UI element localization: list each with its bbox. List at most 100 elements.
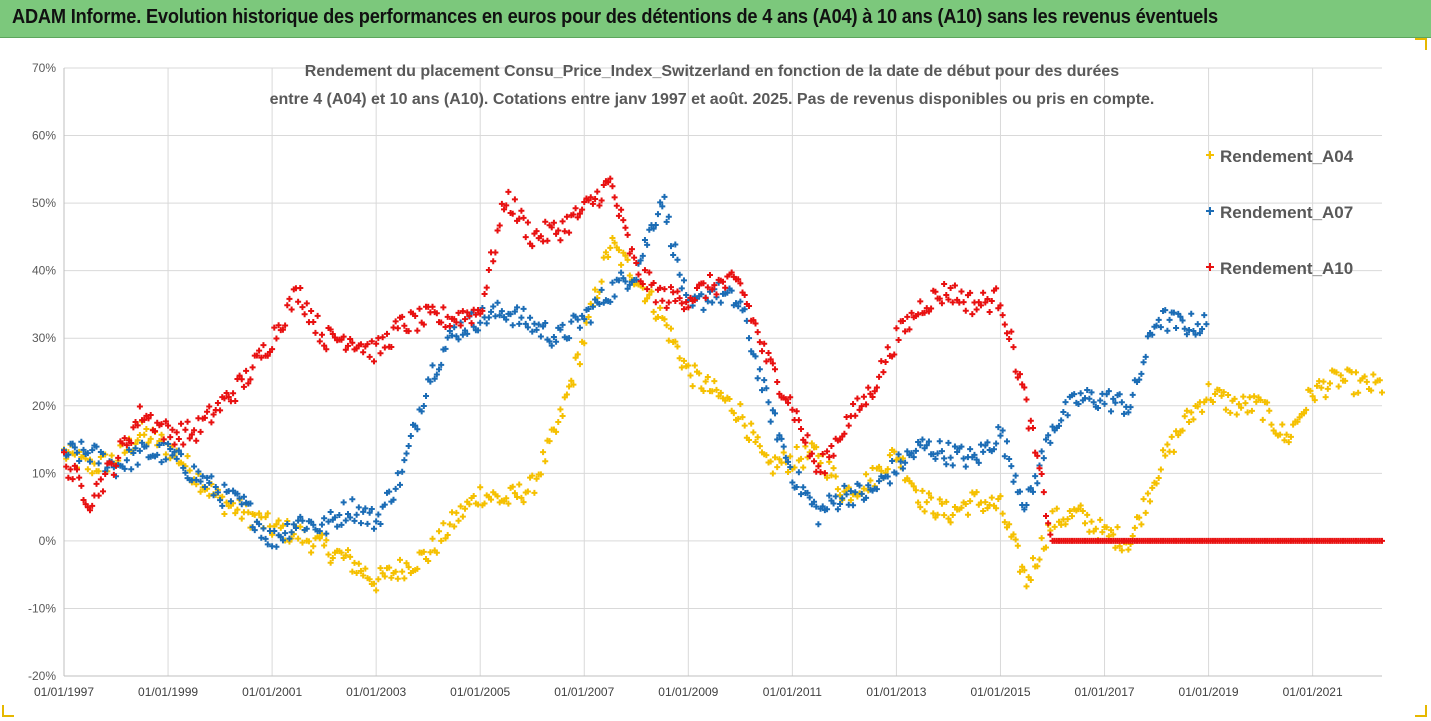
data-point bbox=[180, 464, 187, 471]
data-point bbox=[915, 499, 922, 506]
data-point bbox=[208, 419, 215, 426]
data-point bbox=[310, 521, 317, 528]
data-point bbox=[327, 326, 334, 333]
data-point bbox=[234, 490, 241, 497]
data-point bbox=[136, 403, 143, 410]
data-point bbox=[1142, 509, 1149, 516]
data-point bbox=[626, 250, 633, 257]
data-point bbox=[1157, 466, 1164, 473]
data-point bbox=[925, 438, 932, 445]
data-point bbox=[1140, 496, 1147, 503]
data-point bbox=[544, 237, 551, 244]
data-point bbox=[1088, 518, 1095, 525]
data-point bbox=[1086, 395, 1093, 402]
data-point bbox=[700, 280, 707, 287]
data-point bbox=[860, 485, 867, 492]
data-point bbox=[815, 452, 822, 459]
data-point bbox=[136, 447, 143, 454]
data-point bbox=[498, 308, 505, 315]
data-point bbox=[238, 501, 245, 508]
data-point bbox=[310, 318, 317, 325]
data-point bbox=[663, 304, 670, 311]
x-tick-label: 01/01/2013 bbox=[866, 685, 926, 699]
data-point bbox=[496, 312, 503, 319]
data-point bbox=[470, 493, 477, 500]
data-point bbox=[529, 243, 536, 250]
data-point bbox=[236, 372, 243, 379]
x-tick-label: 01/01/2009 bbox=[658, 685, 718, 699]
data-point bbox=[598, 278, 605, 285]
data-point bbox=[1056, 422, 1062, 429]
data-point bbox=[615, 247, 622, 254]
data-point bbox=[1016, 568, 1023, 575]
data-point bbox=[481, 291, 488, 298]
data-point bbox=[592, 195, 599, 202]
data-point bbox=[139, 439, 146, 446]
data-point bbox=[84, 504, 91, 511]
data-point bbox=[503, 495, 510, 502]
data-point bbox=[1168, 433, 1175, 440]
data-point bbox=[615, 212, 622, 219]
data-point bbox=[709, 388, 716, 395]
data-point bbox=[1149, 331, 1156, 338]
data-point bbox=[579, 206, 586, 213]
data-point bbox=[511, 308, 518, 315]
data-point bbox=[975, 299, 982, 306]
data-point bbox=[84, 466, 91, 473]
data-point bbox=[1021, 506, 1028, 513]
chart-title-line-2: entre 4 (A04) et 10 ans (A10). Cotations… bbox=[270, 91, 1155, 108]
data-point bbox=[902, 459, 909, 466]
data-point bbox=[407, 433, 414, 440]
data-point bbox=[876, 373, 883, 380]
data-point bbox=[1300, 410, 1307, 417]
data-point bbox=[1188, 310, 1195, 317]
data-point bbox=[1036, 556, 1043, 563]
data-point bbox=[420, 403, 427, 410]
data-point bbox=[860, 393, 867, 400]
data-point bbox=[522, 234, 529, 241]
data-point bbox=[908, 309, 915, 316]
data-point bbox=[184, 453, 191, 460]
data-point bbox=[1355, 389, 1362, 396]
data-point bbox=[620, 217, 627, 224]
legend-label: Rendement_A10 bbox=[1220, 259, 1353, 278]
data-point bbox=[401, 575, 408, 582]
data-point bbox=[605, 179, 612, 186]
data-point bbox=[928, 305, 935, 312]
data-point bbox=[693, 285, 700, 292]
data-point bbox=[683, 291, 690, 298]
data-point bbox=[663, 322, 670, 329]
data-point bbox=[282, 530, 289, 537]
data-point bbox=[776, 456, 783, 463]
data-point bbox=[442, 345, 449, 352]
data-point bbox=[685, 362, 692, 369]
data-point bbox=[741, 292, 748, 299]
data-point bbox=[1153, 480, 1160, 487]
y-tick-label: 70% bbox=[32, 61, 56, 75]
data-point bbox=[279, 326, 286, 333]
data-point bbox=[1199, 326, 1206, 333]
data-point bbox=[899, 318, 906, 325]
data-point bbox=[436, 366, 443, 373]
data-point bbox=[1270, 427, 1277, 434]
data-point bbox=[850, 400, 857, 407]
data-point bbox=[633, 259, 640, 266]
data-point bbox=[921, 508, 928, 515]
data-point bbox=[524, 219, 531, 226]
data-point bbox=[158, 421, 165, 428]
data-point bbox=[518, 314, 525, 321]
data-point bbox=[618, 206, 625, 213]
data-point bbox=[379, 570, 386, 577]
data-point bbox=[516, 481, 523, 488]
data-point bbox=[351, 517, 358, 524]
data-point bbox=[802, 439, 809, 446]
data-point bbox=[542, 320, 549, 327]
series-Rendement_A10 bbox=[61, 175, 1385, 544]
data-point bbox=[453, 333, 460, 340]
data-point bbox=[145, 439, 152, 446]
data-point bbox=[1110, 395, 1117, 402]
data-point bbox=[338, 521, 345, 528]
data-point bbox=[431, 375, 438, 382]
data-point bbox=[654, 211, 661, 218]
data-point bbox=[566, 229, 573, 236]
